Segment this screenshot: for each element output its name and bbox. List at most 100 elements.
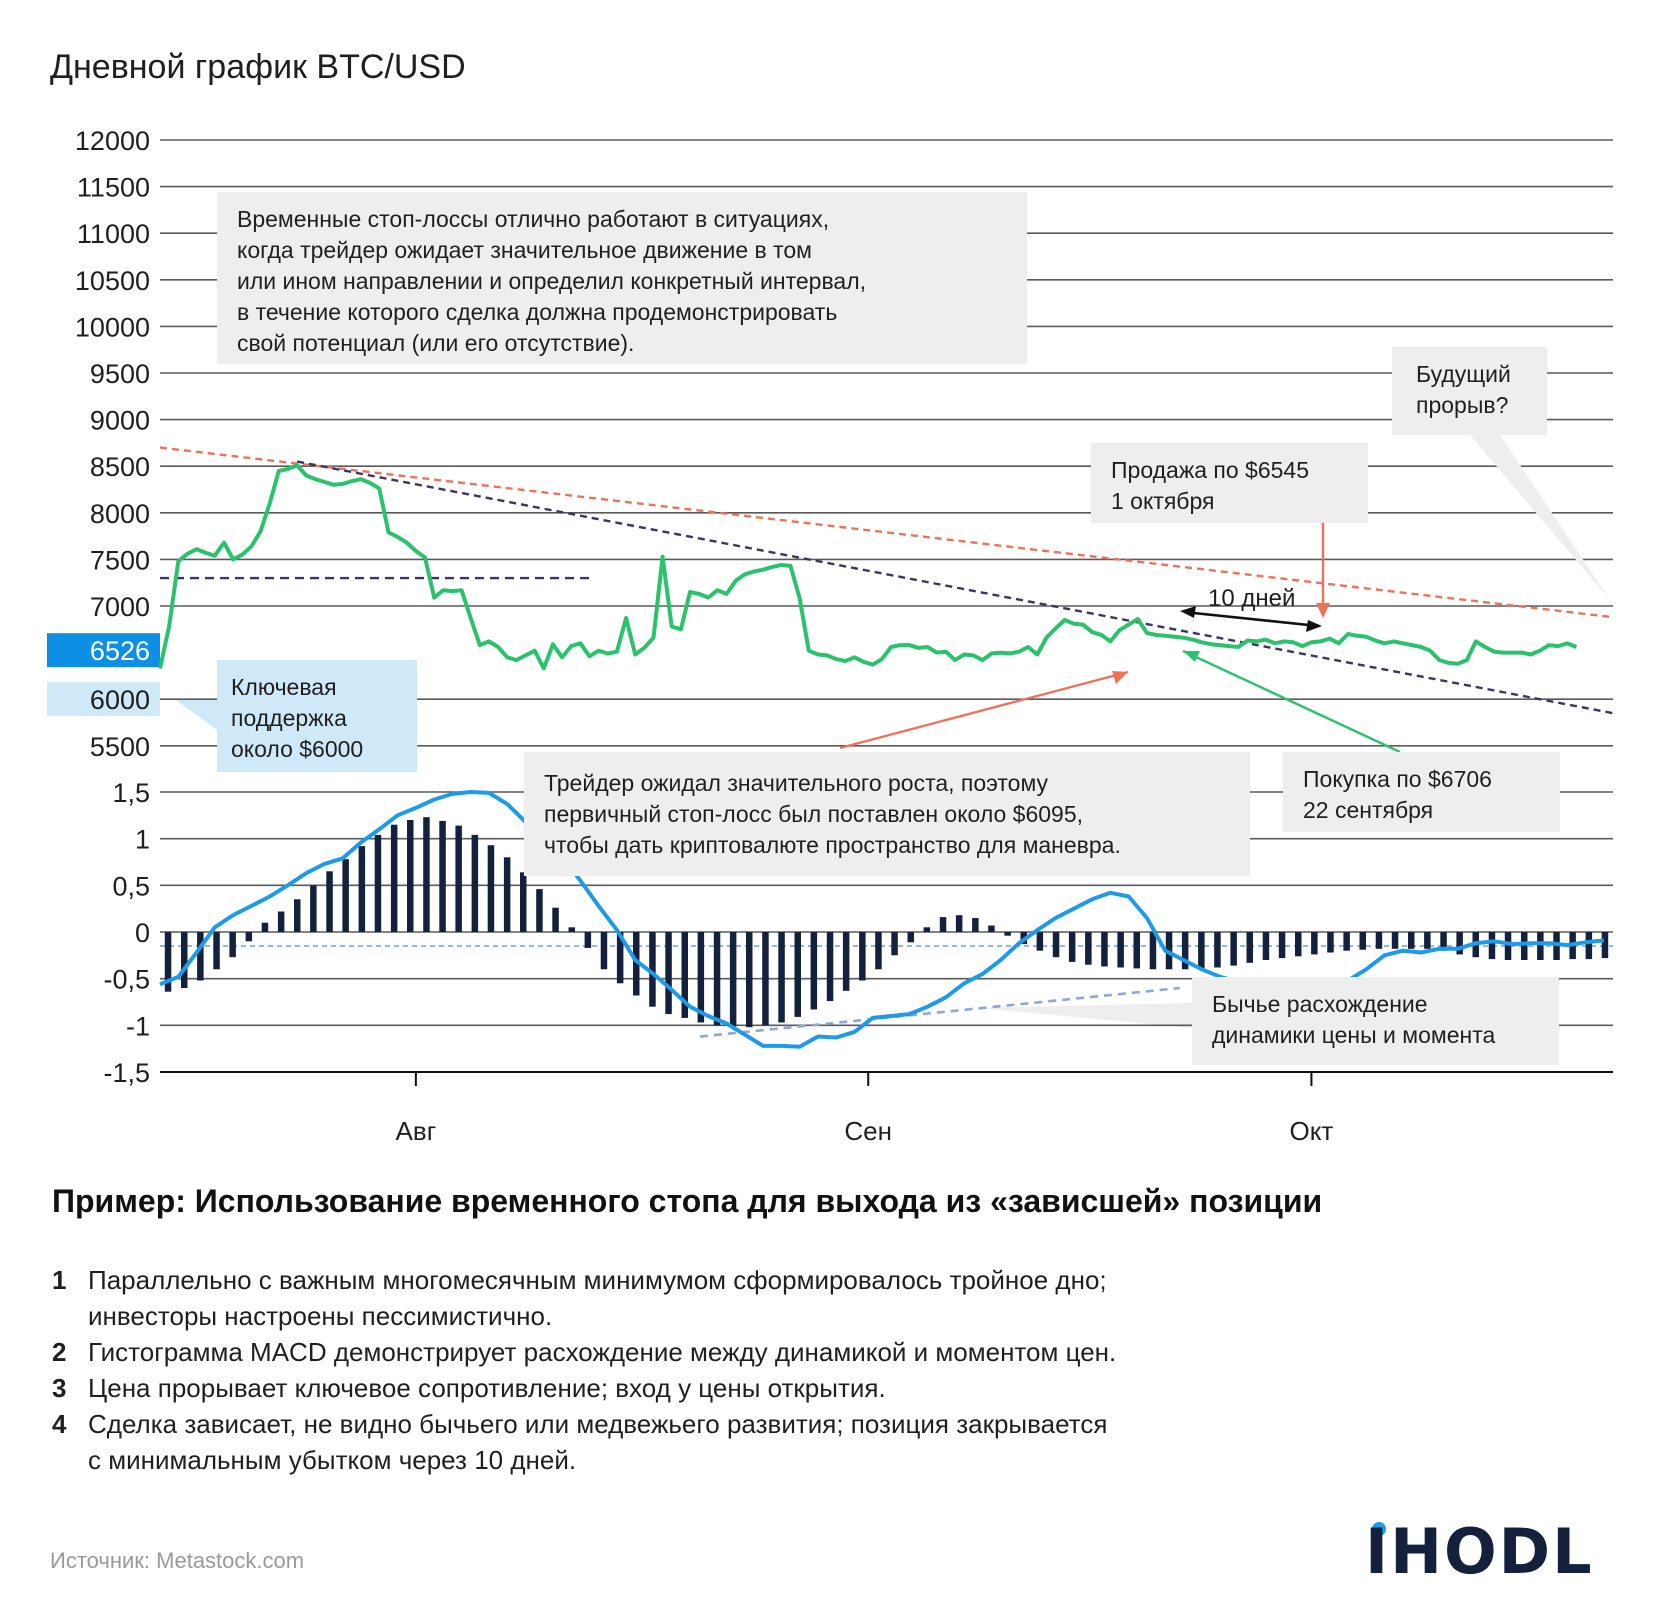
histogram-bar bbox=[1181, 932, 1189, 970]
histogram-bar bbox=[1440, 932, 1447, 951]
price-tick-label: 9500 bbox=[90, 359, 150, 389]
histogram-bar bbox=[746, 932, 753, 1028]
support-callout-tail bbox=[176, 700, 217, 730]
histogram-bar bbox=[536, 889, 543, 932]
histogram-bar bbox=[729, 932, 737, 1027]
x-tick-label: Окт bbox=[1290, 1116, 1334, 1146]
histogram-bar bbox=[310, 885, 317, 932]
note-line: около $6000 bbox=[231, 736, 364, 762]
note-line: Продажа по $6545 bbox=[1111, 457, 1309, 483]
histogram-bar bbox=[197, 932, 204, 981]
divergence-line bbox=[699, 986, 1181, 1038]
histogram-bar bbox=[907, 932, 914, 943]
trader-arrow-head bbox=[1112, 671, 1128, 684]
note-line: Трейдер ожидал значительного роста, поэт… bbox=[544, 770, 1049, 796]
histogram-bar bbox=[810, 932, 818, 1010]
x-tick-label: Авг bbox=[396, 1116, 437, 1146]
macd-tick-label: -1,5 bbox=[103, 1058, 150, 1088]
logo-dot-icon bbox=[1372, 1522, 1386, 1536]
step-number: 2 bbox=[52, 1337, 67, 1367]
histogram-bar bbox=[1424, 932, 1431, 949]
macd-tick-label: 0 bbox=[135, 918, 150, 948]
histogram-bar bbox=[213, 932, 220, 970]
resistance-line bbox=[159, 446, 1614, 619]
note-line: Ключевая bbox=[231, 674, 337, 700]
divergence-callout-tail bbox=[980, 1003, 1192, 1028]
price-tick-label: 11500 bbox=[77, 173, 150, 203]
histogram-bar bbox=[1327, 932, 1334, 953]
price-tick-label: 5500 bbox=[90, 732, 150, 762]
macd-tick-label: -1 bbox=[126, 1011, 150, 1041]
step-line: Цена прорывает ключевое сопротивление; в… bbox=[88, 1373, 886, 1403]
price-tick-label: 10000 bbox=[75, 312, 150, 342]
histogram-bar bbox=[1230, 932, 1237, 966]
ten-days-label: 10 дней bbox=[1208, 585, 1295, 612]
source-note: Источник: Metastock.com bbox=[50, 1548, 305, 1573]
note-divergence: Бычье расхождение динамики цены и момент… bbox=[1192, 977, 1559, 1065]
histogram-bar bbox=[261, 922, 269, 932]
histogram-bar bbox=[697, 932, 705, 1023]
histogram-bar bbox=[972, 918, 979, 932]
histogram-bar bbox=[439, 820, 446, 932]
note-support: Ключевая поддержка около $6000 bbox=[217, 660, 417, 772]
histogram-bar bbox=[1521, 932, 1528, 960]
histogram-bar bbox=[649, 932, 656, 1007]
histogram-bar bbox=[1262, 932, 1270, 960]
histogram-bar bbox=[520, 872, 527, 932]
histogram-bar bbox=[616, 932, 624, 984]
note-breakout: Будущий прорыв? bbox=[1392, 347, 1547, 435]
price-tick-label: 7000 bbox=[90, 592, 150, 622]
macd-series-line bbox=[159, 790, 1605, 1049]
step-text: Гистограмма MACD демонстрирует расхожден… bbox=[88, 1334, 1116, 1370]
histogram-bar bbox=[455, 825, 462, 932]
price-tick-label: 10500 bbox=[75, 266, 150, 296]
step-line: Сделка зависает, не видно бычьего или ме… bbox=[88, 1409, 1108, 1439]
histogram-bar bbox=[229, 932, 236, 958]
histogram-bar bbox=[1246, 932, 1253, 963]
note-line: Будущий bbox=[1416, 361, 1511, 387]
step-text: Цена прорывает ключевое сопротивление; в… bbox=[88, 1370, 886, 1406]
histogram-bar bbox=[939, 917, 947, 932]
histogram-bar bbox=[681, 932, 688, 1018]
histogram-bar bbox=[1601, 932, 1609, 959]
histogram-bar bbox=[503, 857, 511, 932]
ihodl-logo: IHODL bbox=[1365, 1515, 1594, 1588]
x-tick-label: Сен bbox=[844, 1116, 892, 1146]
step-number: 3 bbox=[52, 1373, 67, 1403]
note-buy: Покупка по $6706 22 сентября bbox=[1283, 752, 1560, 832]
step-line: Параллельно с важным многомесячным миним… bbox=[88, 1265, 1107, 1295]
histogram-bar bbox=[842, 932, 850, 991]
step-item: 4 Сделка зависает, не видно бычьего или … bbox=[52, 1406, 1116, 1478]
step-line: с минимальным убытком через 10 дней. bbox=[88, 1445, 577, 1475]
histogram-bar bbox=[1149, 932, 1157, 970]
histogram-bar bbox=[358, 846, 366, 932]
step-text: Параллельно с важным многомесячным миним… bbox=[88, 1262, 1107, 1334]
breakout-callout-tail bbox=[1470, 435, 1610, 600]
step-item: 2 Гистограмма MACD демонстрирует расхожд… bbox=[52, 1334, 1116, 1370]
histogram-bar bbox=[471, 834, 479, 932]
histogram-bar bbox=[1537, 932, 1544, 960]
histogram-bar bbox=[552, 907, 559, 932]
note-time-stops: Временные стоп-лоссы отлично работают в … bbox=[217, 192, 1027, 364]
note-line: 22 сентября bbox=[1303, 797, 1434, 823]
price-tick-label: 7500 bbox=[90, 545, 150, 575]
note-line: 1 октября bbox=[1111, 488, 1215, 514]
histogram-bar bbox=[600, 932, 608, 970]
histogram-bar bbox=[713, 932, 721, 1026]
histogram-bar bbox=[794, 932, 801, 1017]
note-line: когда трейдер ожидает значительное движе… bbox=[237, 237, 812, 263]
section-heading: Пример: Использование временного стопа д… bbox=[52, 1183, 1323, 1219]
macd-tick-label: 1 bbox=[135, 825, 150, 855]
note-line: динамики цены и момента bbox=[1212, 1022, 1496, 1048]
macd-tick-label: -0,5 bbox=[103, 965, 150, 995]
histogram-bar bbox=[1068, 932, 1076, 962]
histogram-bar bbox=[1198, 932, 1205, 969]
step-item: 3 Цена прорывает ключевое сопротивление;… bbox=[52, 1370, 1116, 1406]
histogram-bar bbox=[1214, 932, 1221, 968]
note-line: прорыв? bbox=[1416, 392, 1509, 418]
histogram-bar bbox=[277, 911, 285, 932]
price-tick-label: 6000 bbox=[90, 685, 150, 715]
histogram-bar bbox=[633, 932, 640, 996]
histogram-bar bbox=[568, 927, 575, 932]
histogram-bar bbox=[294, 899, 301, 932]
